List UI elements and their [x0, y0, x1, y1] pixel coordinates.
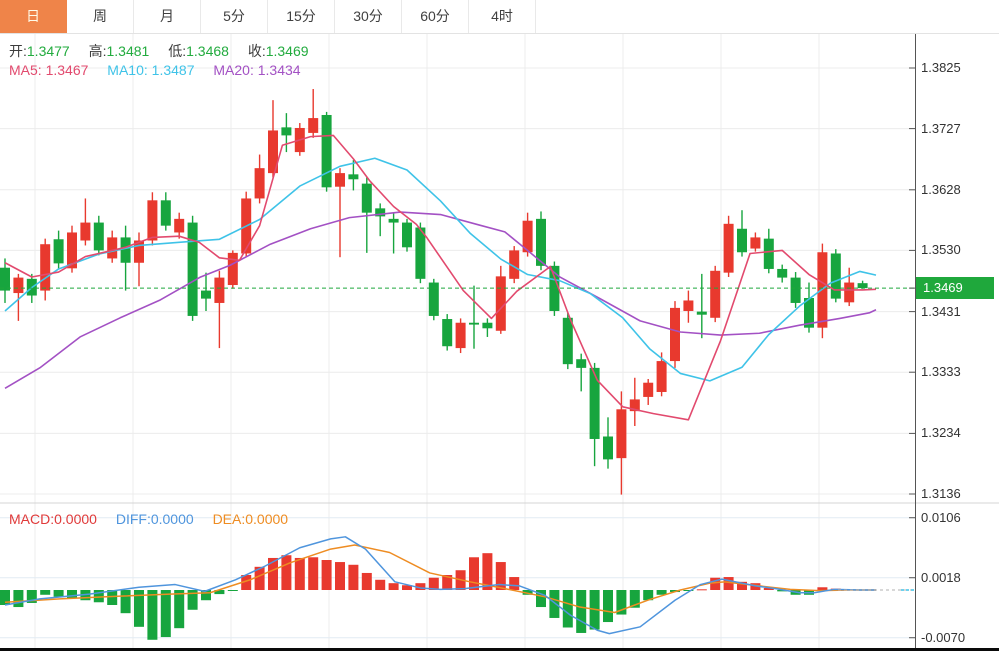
- axis-tick-label: 1.3530: [921, 242, 961, 258]
- ohlc-legend: 开:1.3477 高:1.3481 低:1.3468 收:1.3469: [9, 41, 324, 61]
- plot-layer: [0, 89, 915, 640]
- ma10-label: MA10:: [107, 62, 148, 78]
- high-value: 1.3481: [106, 43, 150, 59]
- close-value: 1.3469: [265, 43, 309, 59]
- ma20-label: MA20:: [213, 62, 254, 78]
- ma5-value: 1.3467: [45, 62, 89, 78]
- axis-tick-label: 1.3431: [921, 303, 961, 319]
- axis-tick-label: 1.3136: [921, 486, 961, 501]
- tab-15min[interactable]: 15分: [268, 0, 335, 33]
- tab-month[interactable]: 月: [134, 0, 201, 33]
- axis-tick-label: 0.0106: [921, 509, 961, 525]
- open-value: 1.3477: [26, 43, 70, 59]
- tab-4hour[interactable]: 4时: [469, 0, 536, 33]
- tab-5min[interactable]: 5分: [201, 0, 268, 33]
- axis-tick-label: 1.3825: [921, 60, 961, 75]
- current-price-flag: 1.3469: [916, 277, 994, 299]
- low-value: 1.3468: [186, 43, 229, 59]
- high-label: 高:: [88, 43, 107, 59]
- macd-legend: MACD:0.0000 DIFF:0.0000 DEA:0.0000: [9, 511, 303, 527]
- axis-tick-label: 1.3727: [921, 120, 961, 136]
- axis-tick-label: 1.3628: [921, 181, 961, 197]
- tab-60min[interactable]: 60分: [402, 0, 469, 33]
- timeframe-tabbar: 日 周 月 5分 15分 30分 60分 4时: [0, 0, 999, 34]
- axis-tick-label: 0.0018: [921, 569, 961, 585]
- ma20-value: 1.3434: [257, 62, 301, 78]
- macd-value: 0.0000: [54, 511, 97, 527]
- ma-legend: MA5: 1.3467 MA10: 1.3487 MA20: 1.3434: [9, 62, 316, 78]
- diff-value: 0.0000: [150, 511, 194, 527]
- macd-label: MACD:: [9, 511, 55, 527]
- tab-30min[interactable]: 30分: [335, 0, 402, 33]
- axis-tick-label: 1.3234: [921, 425, 961, 441]
- grid-layer: [0, 34, 999, 648]
- dea-label: DEA:: [212, 511, 246, 527]
- tab-week[interactable]: 周: [67, 0, 134, 33]
- tab-day[interactable]: 日: [0, 0, 67, 33]
- axis-layer: [0, 34, 999, 651]
- axis-tick-label: 1.3333: [921, 364, 961, 380]
- ma5-label: MA5:: [9, 62, 42, 78]
- axis-tick-label: -0.0070: [921, 629, 966, 645]
- chart-area[interactable]: [0, 33, 915, 650]
- dea-value: 0.0000: [245, 511, 289, 527]
- close-label: 收:: [247, 43, 266, 59]
- open-label: 开:: [9, 43, 27, 59]
- ma10-value: 1.3487: [151, 62, 195, 78]
- low-label: 低:: [168, 43, 187, 59]
- diff-label: DIFF:: [115, 511, 151, 527]
- tabbar-filler: [536, 0, 999, 33]
